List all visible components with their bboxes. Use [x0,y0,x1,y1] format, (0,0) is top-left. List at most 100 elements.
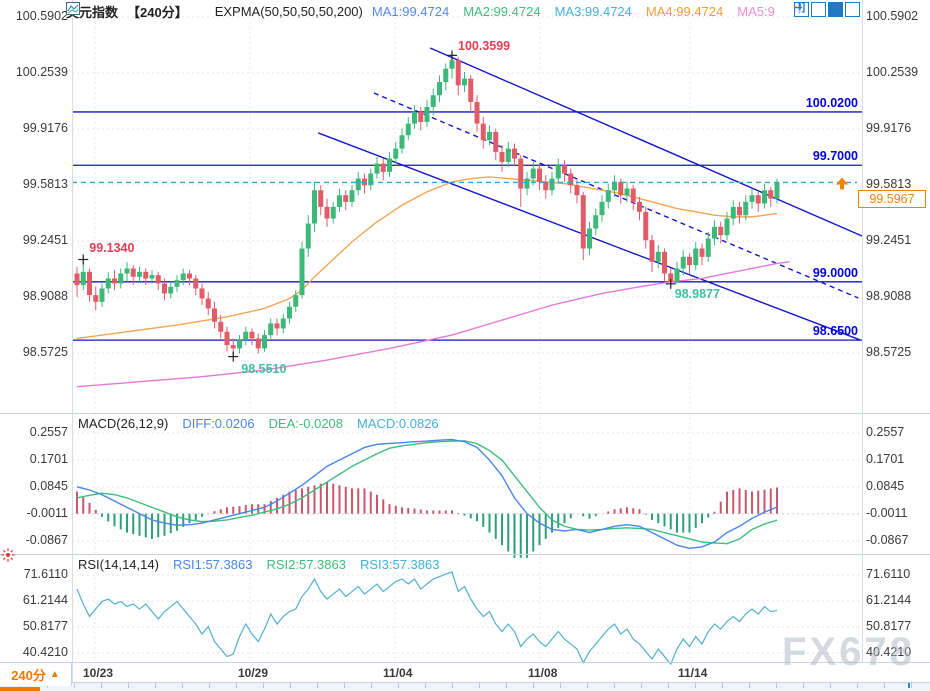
candle [274,323,280,329]
candle [199,288,205,299]
candle [680,256,686,269]
period-highlight-bar [0,687,40,691]
plot-right-border [862,0,863,662]
plot-left-border [72,0,73,682]
candle [212,308,217,322]
candle [330,206,336,219]
candle [555,165,561,179]
candle [749,195,755,202]
candle [512,148,517,159]
candle [374,163,380,174]
ma-value-label: MA2:99.4724 [463,4,541,19]
price-axis-label: 99.2451 [866,233,912,247]
timeframe-selector-label: 240分 [11,668,46,683]
candle [774,182,780,199]
timeframe-label[interactable]: 【240分】 [127,5,188,20]
price-axis-label: 99.9176 [22,121,68,135]
candle [174,280,180,287]
annotation-label: 100.3599 [458,39,511,54]
indicator-name: EXPMA(50,50,50,50,200) [214,4,363,19]
rsi-axis-label: 40.4210 [22,645,68,659]
candle [530,168,536,179]
candle [755,195,761,204]
dif-line [76,438,778,550]
macd-axis-label: 0.0845 [29,479,68,493]
candle [587,228,592,249]
candle [730,206,736,219]
candle [449,60,455,69]
annotation-label: 99.1340 [89,241,135,256]
candle [224,331,230,346]
candle [262,335,267,349]
candle [187,273,192,279]
rsi-axis-label: 50.8177 [22,619,68,633]
candle [574,185,580,196]
candle [162,283,167,294]
macd-dea-value: DEA:-0.0208 [268,416,344,431]
candle [612,181,617,191]
candle [599,201,605,216]
candle [193,278,199,289]
price-up-arrow-icon [840,184,844,190]
rsi-axis-label: 71.6110 [866,567,911,581]
candle [618,181,624,196]
candle [737,206,742,216]
date-label: 11/14 [678,666,708,680]
x-axis-scale-icon[interactable] [795,2,843,17]
candle [687,256,692,266]
candle [474,101,480,124]
rsi2-value: RSI2:57.3863 [266,557,346,572]
candle [349,190,355,202]
price-axis-label: 98.5725 [866,345,912,359]
candle [255,338,261,349]
candle [293,295,299,307]
candle [493,131,499,152]
candle [543,181,549,191]
candle [280,318,286,329]
candle [762,190,767,204]
candle [593,215,599,229]
dea-line [76,440,778,545]
rsi-line [76,571,778,666]
candle [624,188,630,196]
price-axis-label: 98.5725 [22,345,68,359]
macd-axis-label: 0.1701 [866,452,905,466]
ma-value-label: MA5:9 [737,4,775,19]
candle [668,273,674,282]
annotation-label: 98.5510 [241,361,287,376]
candle [768,190,774,199]
price-axis-label: 99.5813 [866,177,912,191]
candle [380,163,386,172]
price-up-arrow-icon [836,177,848,185]
ma-value-label: MA3:99.4724 [554,4,632,19]
candle [418,111,424,122]
candle [499,151,505,162]
candle [130,268,136,277]
price-axis-label: 99.5813 [22,177,68,191]
chart-toolbar [794,2,860,17]
candle [630,188,636,202]
candle [318,190,324,207]
scrollbar-marker [908,683,910,688]
pane-collapse-icon[interactable] [794,2,860,17]
panel-separator [0,554,930,555]
rsi-header: RSI(14,14,14) RSI1:57.3863 RSI2:57.3863 … [78,557,439,572]
candle [637,201,642,212]
macd-axis-label: -0.0867 [866,533,909,547]
candle [430,95,436,107]
timeframe-selector-button[interactable]: 240分 ▲ [0,663,72,686]
candle [662,251,667,274]
price-axis-label: 100.5902 [866,9,919,23]
y-axis-scale-icon[interactable] [795,2,826,17]
candle [405,123,411,136]
candle [155,275,161,284]
candle [649,240,655,262]
candle [549,178,555,191]
level-label: 99.0000 [812,265,858,280]
candle [87,271,92,296]
candle [562,165,567,174]
date-label: 11/08 [528,666,558,680]
timeline-scrollbar[interactable] [0,682,930,691]
candle [699,248,705,257]
